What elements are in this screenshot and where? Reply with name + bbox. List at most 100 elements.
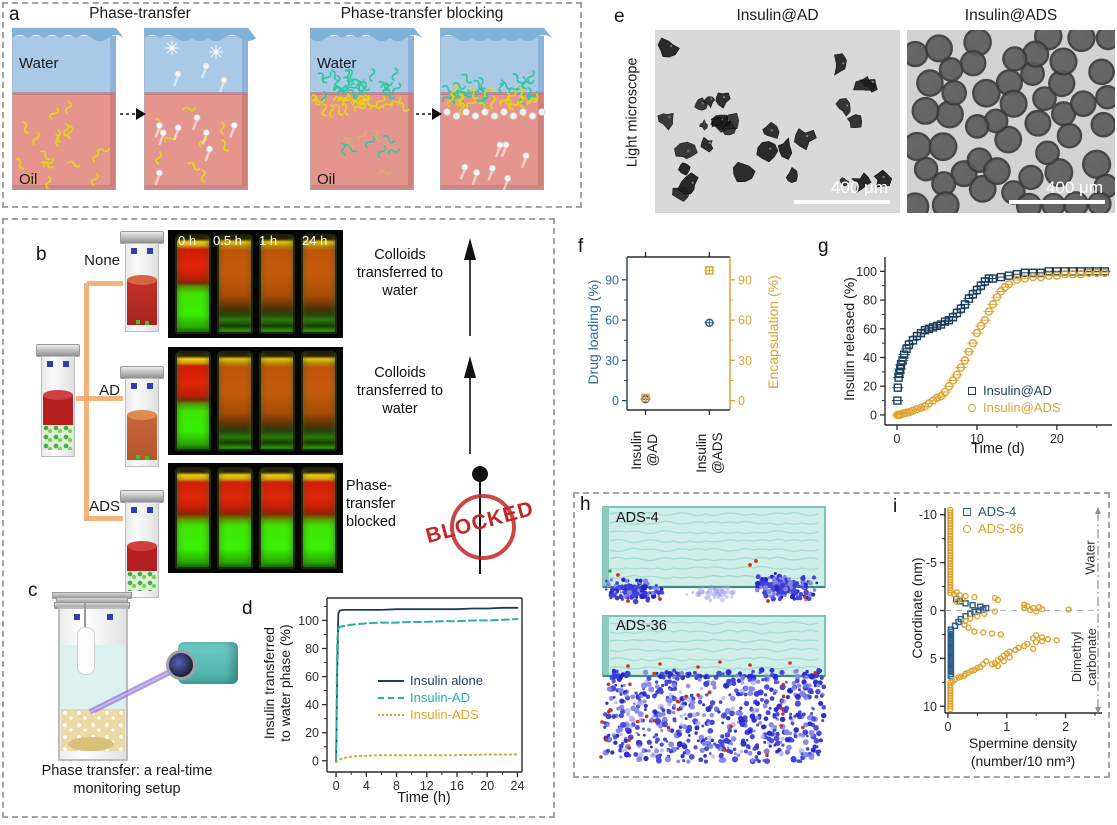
panel-hi-box xyxy=(573,492,1110,778)
svg-text:100: 100 xyxy=(298,614,319,628)
chart-i-xlabel: Spermine density (number/10 nm³) xyxy=(968,735,1078,769)
caption-colloids-1: Colloids transferred to water xyxy=(356,247,444,300)
insulin-ads-title: Insulin@ADS xyxy=(964,7,1058,24)
svg-text:2: 2 xyxy=(1062,720,1069,734)
ads4-tag: ADS-4 xyxy=(616,510,659,526)
source-cuvette xyxy=(36,344,80,457)
svg-text:4: 4 xyxy=(363,779,370,793)
panel-a-box xyxy=(2,2,582,208)
panel-bcd-box xyxy=(2,218,555,818)
svg-text:30: 30 xyxy=(605,354,619,368)
svg-text:90: 90 xyxy=(738,273,752,287)
svg-text:90: 90 xyxy=(605,273,619,287)
svg-text:0: 0 xyxy=(894,432,901,446)
svg-text:5: 5 xyxy=(930,652,937,666)
branch-label-ads: ADS xyxy=(89,498,120,515)
simulation-ads36 xyxy=(599,615,827,765)
laser-beam xyxy=(88,663,184,715)
blocked-dot-icon xyxy=(472,466,488,482)
ads36-tag: ADS-36 xyxy=(616,618,667,634)
chart-d-legend: Insulin alone Insulin-AD Insulin-ADS xyxy=(378,672,483,723)
svg-text:0: 0 xyxy=(738,394,745,408)
svg-text:0: 0 xyxy=(612,394,619,408)
svg-text:80: 80 xyxy=(305,642,319,656)
photo-strip-ads xyxy=(168,463,343,573)
svg-text:100: 100 xyxy=(856,265,877,279)
spermine-density-chart: 0 1 2 -10 -5 0 5 10 xyxy=(919,506,1102,734)
chart-i-ylabel: Coordinate (nm) xyxy=(908,557,925,659)
svg-text:0: 0 xyxy=(930,604,937,618)
svg-text:8: 8 xyxy=(393,779,400,793)
blocking-arrow-icon xyxy=(416,108,442,120)
up-arrow-icon xyxy=(464,238,476,336)
setup-caption: Phase transfer: a real-time monitoring s… xyxy=(41,763,213,798)
chart-g-legend: Insulin@AD Insulin@ADS xyxy=(968,382,1061,416)
svg-text:10: 10 xyxy=(923,700,937,714)
svg-text:0: 0 xyxy=(312,754,319,768)
scale-bar-label: 400 μm xyxy=(830,178,888,197)
svg-text:0: 0 xyxy=(333,779,340,793)
svg-text:80: 80 xyxy=(863,294,877,308)
svg-text:16: 16 xyxy=(450,779,464,793)
oil-label-2: Oil xyxy=(317,171,335,188)
svg-text:60: 60 xyxy=(305,670,319,684)
micrograph-insulin-ads: 400 μm xyxy=(907,30,1115,213)
branch-label-ad: AD xyxy=(99,382,120,399)
phase-transfer-chart: 0 4 8 12 16 20 24 0 20 40 60 80 100 xyxy=(298,597,525,793)
cuvette-body xyxy=(58,603,128,761)
scale-bar-label-2: 400 μm xyxy=(1045,178,1103,197)
panel-h-label: h xyxy=(580,494,591,515)
chart-f-cat2: Insulin @ADS xyxy=(693,432,725,474)
cuvette-ads xyxy=(120,490,164,598)
panel-b-label: b xyxy=(36,244,47,265)
scale-bar-2 xyxy=(1009,200,1105,204)
time-label-24h: 24 h xyxy=(302,233,328,248)
chart-i-legend: ADS-4 ADS-36 xyxy=(963,503,1024,537)
simulation-ads4 xyxy=(602,506,826,605)
time-label-1h: 1 h xyxy=(259,233,278,248)
chart-f-ylabel-right: Encapsulation (%) xyxy=(764,275,781,389)
panel-a-label: a xyxy=(9,4,20,25)
svg-text:60: 60 xyxy=(738,314,752,328)
micrograph-insulin-ad: 400 μm xyxy=(655,30,900,213)
up-arrow-icon-2 xyxy=(464,356,476,454)
panel-e-label: e xyxy=(614,6,625,27)
cuvette-none xyxy=(120,231,164,332)
svg-text:20: 20 xyxy=(305,726,319,740)
insulin-ad-title: Insulin@AD xyxy=(736,7,819,24)
branch-trunk-line xyxy=(84,283,89,521)
svg-text:24: 24 xyxy=(511,779,525,793)
svg-text:20: 20 xyxy=(1050,432,1064,446)
panel-d-label: d xyxy=(242,598,253,619)
svg-text:0: 0 xyxy=(944,720,951,734)
svg-text:60: 60 xyxy=(605,314,619,328)
time-label-0h: 0 h xyxy=(178,233,197,248)
svg-text:0: 0 xyxy=(870,408,877,422)
probe-tube xyxy=(77,627,95,675)
branch-line-ads xyxy=(87,516,123,521)
svg-text:20: 20 xyxy=(863,380,877,394)
branch-line-none xyxy=(87,281,123,286)
photo-strip-none xyxy=(168,230,343,338)
phase-transfer-title: Phase-transfer xyxy=(89,5,191,22)
svg-text:-10: -10 xyxy=(919,508,937,522)
chart-g-xlabel: Time (d) xyxy=(971,441,1025,457)
panel-i-label: i xyxy=(893,496,898,517)
svg-text:20: 20 xyxy=(480,779,494,793)
phase-transfer-illustration: Water Oil Water Oil xyxy=(12,27,552,191)
oil-label: Oil xyxy=(19,171,37,188)
branch-line-ad xyxy=(76,396,123,401)
phase-transfer-blocking-title: Phase-transfer blocking xyxy=(340,5,504,22)
photo-strip-ad xyxy=(168,347,343,455)
svg-text:10: 10 xyxy=(970,432,984,446)
svg-text:40: 40 xyxy=(863,351,877,365)
svg-text:60: 60 xyxy=(863,322,877,336)
dmc-phase-annotation: Dimethyl carbonate xyxy=(1069,628,1099,686)
camera-lens-icon xyxy=(166,650,196,680)
water-label: Water xyxy=(19,55,58,72)
insulin-release-chart: 0 10 20 0 20 40 60 80 100 xyxy=(856,257,1112,446)
svg-text:12: 12 xyxy=(420,779,434,793)
svg-text:40: 40 xyxy=(305,698,319,712)
branch-label-none: None xyxy=(84,252,120,269)
